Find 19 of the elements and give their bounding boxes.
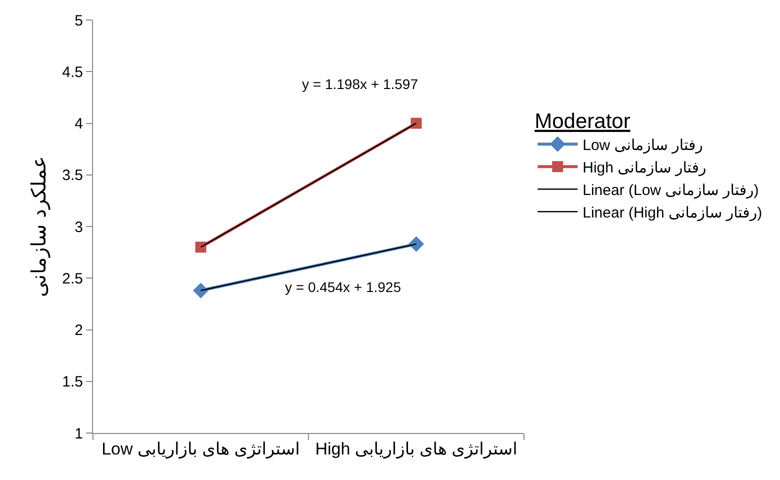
y-tick-label: 4.5 <box>62 64 83 81</box>
legend-label: Linear (Low رفتار سازمانی) <box>582 182 759 199</box>
y-axis-title: عملکرد سازمانی <box>26 156 51 298</box>
y-tick-label: 1.5 <box>62 374 83 391</box>
x-tick-label: Low استراتژی های بازاریابی <box>102 439 300 460</box>
annotation: y = 0.454x + 1.925 <box>285 279 402 295</box>
y-tick-label: 2.5 <box>62 270 83 288</box>
y-tick-label: 3.5 <box>62 167 83 184</box>
y-tick-label: 2 <box>74 322 83 339</box>
legend-title: Moderator <box>534 110 630 133</box>
x-tick-label: High استراتژی های بازاریابی <box>315 439 518 460</box>
y-tick-label: 4 <box>74 116 83 132</box>
legend-label: Low رفتار سازمانی <box>582 136 703 154</box>
y-tick-label: 1 <box>74 425 83 442</box>
legend-label: High رفتار سازمانی <box>582 159 706 176</box>
y-tick-label: 3 <box>74 218 83 236</box>
annotation: y = 1.198x + 1.597 <box>302 76 418 92</box>
y-tick-label: 5 <box>74 12 83 30</box>
legend-label: Linear (High رفتار سازمانی) <box>582 204 762 222</box>
